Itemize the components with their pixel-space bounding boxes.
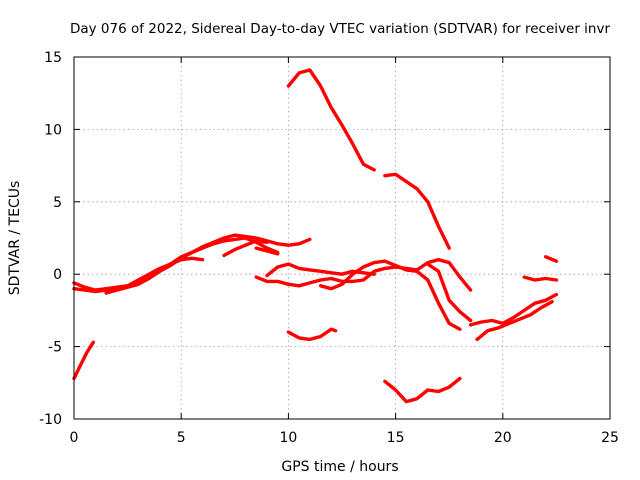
tick-layer: 0 5 10 15 20 25 -10 -5 0 5 10 15	[39, 50, 619, 446]
y-tick-label: 5	[53, 195, 62, 211]
series-arc-17	[522, 275, 559, 282]
x-tick-label: 25	[601, 430, 619, 446]
series-arc-16	[475, 300, 554, 342]
series-arc-8	[383, 172, 451, 250]
series-arc-11	[265, 262, 376, 278]
series-arc-18	[544, 255, 559, 263]
grid-layer	[74, 57, 610, 419]
y-tick-label: 10	[44, 122, 62, 138]
series-arc-9	[254, 258, 473, 292]
series-arc-6	[254, 246, 280, 256]
y-tick-label: 0	[53, 267, 62, 283]
x-tick-label: 10	[279, 430, 297, 446]
series-arc-4	[104, 236, 280, 295]
x-tick-label: 15	[387, 430, 405, 446]
y-tick-label: -5	[48, 340, 62, 356]
series-arc-7	[286, 68, 376, 172]
chart-title: Day 076 of 2022, Sidereal Day-to-day VTE…	[70, 21, 610, 37]
series-arc-5	[222, 239, 269, 258]
x-tick-label: 20	[494, 430, 512, 446]
x-axis-label: GPS time / hours	[281, 459, 398, 475]
series-arc-10	[318, 259, 462, 331]
x-tick-label: 5	[177, 430, 186, 446]
y-tick-label: 15	[44, 50, 62, 66]
series-layer	[72, 68, 559, 404]
series-arc-2	[72, 233, 312, 294]
series-arc-13	[286, 327, 338, 342]
y-tick-label: -10	[39, 412, 62, 428]
series-arc-1	[72, 340, 96, 381]
series-arc-12	[426, 262, 473, 323]
x-tick-label: 0	[70, 430, 79, 446]
series-arc-15	[468, 292, 559, 327]
y-axis-label: SDTVAR / TECUs	[7, 181, 23, 296]
plot-frame	[73, 56, 611, 420]
series-arc-14	[383, 376, 462, 404]
